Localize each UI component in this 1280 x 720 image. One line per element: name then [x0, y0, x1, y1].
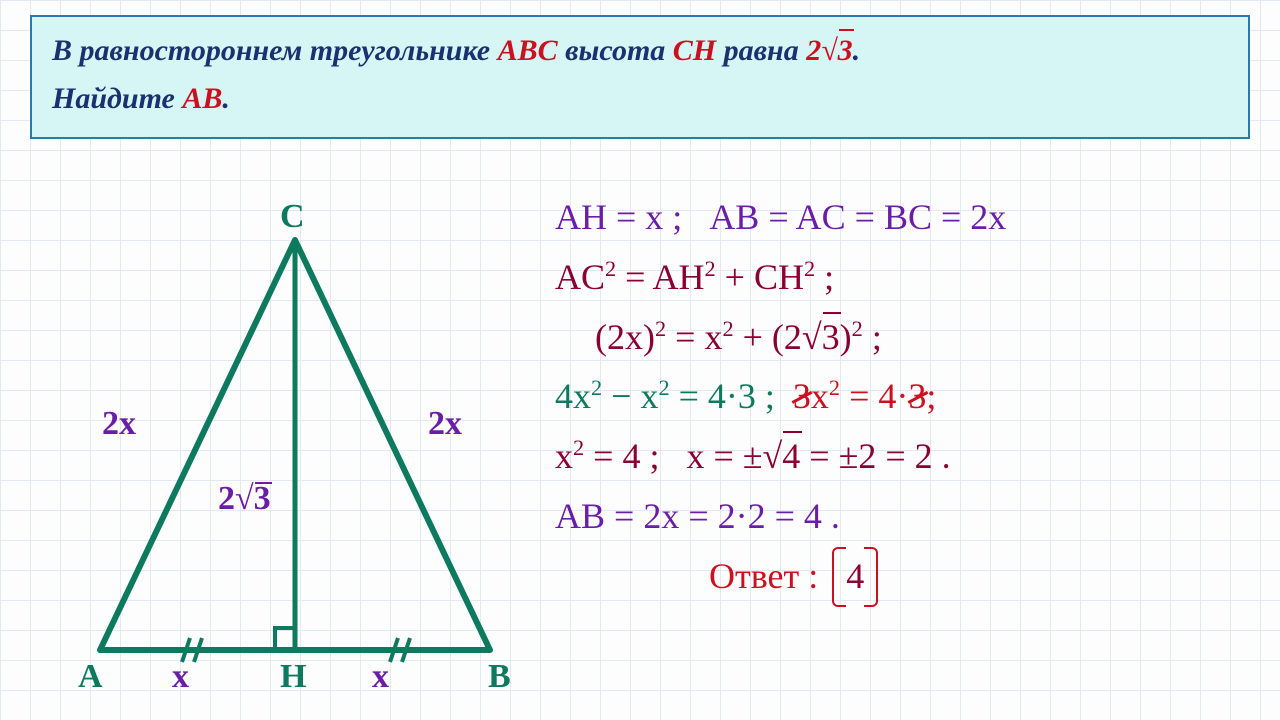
problem-abc: ABC	[498, 34, 558, 67]
l1a: AH = x ;	[555, 197, 682, 237]
problem-text-3: равна	[716, 34, 806, 67]
problem-line2b: .	[222, 82, 230, 115]
answer-line: Ответ : 4	[555, 549, 1255, 605]
page-content: В равностороннем треугольнике ABC высота…	[0, 0, 1280, 720]
vertex-H: H	[280, 658, 306, 696]
half-left-label: x	[172, 658, 189, 696]
height-label: 2√3	[218, 480, 271, 518]
problem-text-1: В равностороннем треугольнике	[52, 34, 498, 67]
side-right-label: 2x	[428, 405, 462, 443]
answer-value: 4	[840, 549, 870, 605]
work-line-1: AH = x ; AB = AC = BC = 2x	[555, 190, 1255, 246]
l1b: AB = AC = BC = 2x	[709, 197, 1006, 237]
work-line-4: 4x2 − x2 = 4·3 ; 3x2 = 4·3;	[555, 369, 1255, 425]
problem-value: 2√3	[806, 34, 852, 67]
work-line-6: AB = 2x = 2·2 = 4 .	[555, 489, 1255, 545]
problem-text-2: высота	[558, 34, 673, 67]
work-line-3: (2x)2 = x2 + (2√3)2 ;	[555, 310, 1255, 366]
side-left-label: 2x	[102, 405, 136, 443]
work-line-5: x2 = 4 ; x = ±√4 = ±2 = 2 .	[555, 429, 1255, 485]
problem-statement: В равностороннем треугольнике ABC высота…	[30, 15, 1250, 139]
vertex-B: B	[488, 658, 511, 696]
work-line-2: AC2 = AH2 + CH2 ;	[555, 250, 1255, 306]
vertex-A: A	[78, 658, 103, 696]
triangle-diagram: C A B H 2x 2x 2√3 x x	[40, 180, 520, 700]
answer-label: Ответ :	[705, 549, 822, 605]
problem-dot: .	[853, 34, 861, 67]
problem-ch: CH	[673, 34, 716, 67]
problem-line2a: Найдите	[52, 82, 182, 115]
vertex-C: C	[280, 198, 305, 236]
worked-solution: AH = x ; AB = AC = BC = 2x AC2 = AH2 + C…	[555, 190, 1255, 609]
problem-ab: AB	[182, 82, 222, 115]
triangle-svg	[40, 180, 540, 720]
half-right-label: x	[372, 658, 389, 696]
